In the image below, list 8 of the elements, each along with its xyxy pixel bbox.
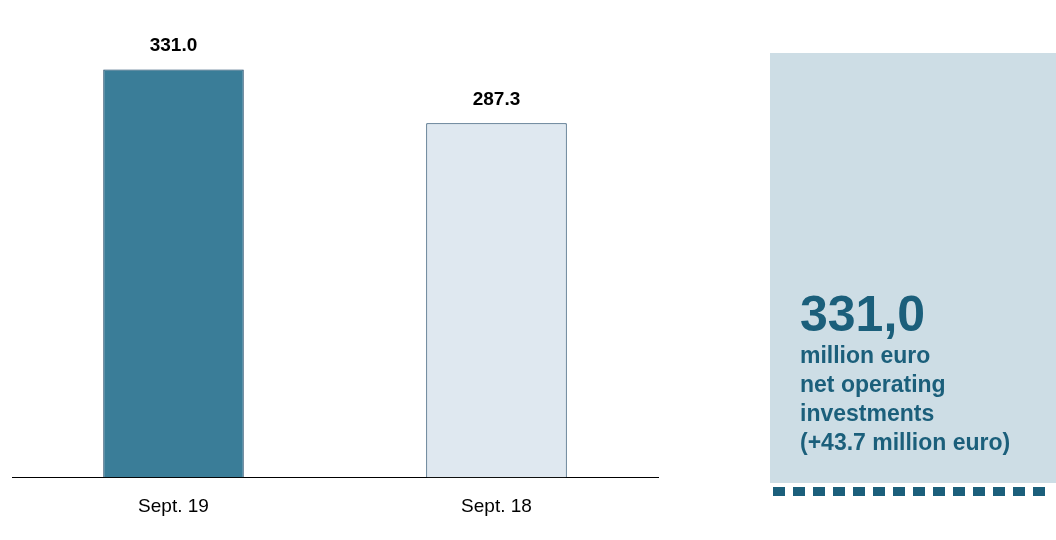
text: million euro — [800, 342, 931, 368]
text: 331,0 — [800, 286, 927, 342]
text: (+43.7 million euro) — [800, 429, 1011, 455]
x-tick-label: Sept. 19 — [138, 494, 209, 516]
x-tick-label: Sept. 18 — [461, 494, 532, 516]
data-label: 331.0 — [149, 34, 198, 56]
data-label: 287.3 — [472, 87, 521, 109]
text: net operating investments — [800, 371, 946, 426]
